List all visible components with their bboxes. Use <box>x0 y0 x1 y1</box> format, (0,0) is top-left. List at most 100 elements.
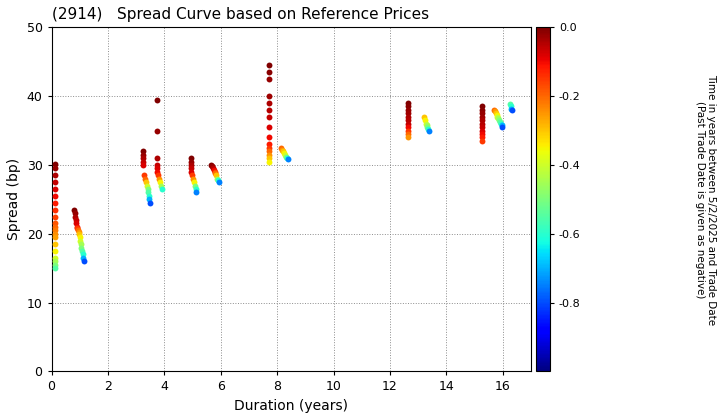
Point <box>495 120 506 127</box>
Point <box>264 62 275 68</box>
Point <box>49 241 60 247</box>
Text: (2914)   Spread Curve based on Reference Prices: (2914) Spread Curve based on Reference P… <box>52 7 428 22</box>
Y-axis label: Time in years between 5/2/2025 and Trade Date
(Past Trade Date is given as negat: Time in years between 5/2/2025 and Trade… <box>695 74 716 325</box>
Point <box>185 168 197 175</box>
Point <box>420 122 432 129</box>
Point <box>49 231 60 237</box>
Point <box>278 148 289 155</box>
Point <box>264 124 275 131</box>
Point <box>77 255 89 261</box>
Point <box>190 186 202 192</box>
Point <box>141 182 153 189</box>
Point <box>419 117 431 123</box>
Point <box>72 225 84 232</box>
Point <box>49 255 60 261</box>
Point <box>144 200 156 206</box>
Point <box>282 156 293 163</box>
Point <box>49 248 60 255</box>
Point <box>151 162 163 168</box>
Point <box>402 103 414 110</box>
Point <box>264 100 275 106</box>
Point <box>69 210 81 216</box>
Point <box>154 179 166 186</box>
Point <box>402 110 414 117</box>
Point <box>279 151 291 158</box>
Point <box>476 120 487 127</box>
Point <box>142 186 153 192</box>
Point <box>77 251 89 258</box>
Point <box>78 258 89 265</box>
Point <box>476 117 487 123</box>
Point <box>151 96 163 103</box>
Point <box>493 117 505 123</box>
Point <box>49 261 60 268</box>
Point <box>276 144 287 151</box>
Point <box>76 248 88 255</box>
Point <box>402 100 414 106</box>
Point <box>49 220 60 227</box>
Point <box>208 167 220 174</box>
Point <box>264 113 275 120</box>
Point <box>49 200 60 206</box>
Point <box>69 213 81 220</box>
Point <box>190 189 202 196</box>
Point <box>264 148 275 155</box>
Point <box>70 217 81 223</box>
Point <box>49 160 60 167</box>
Point <box>151 168 163 175</box>
Point <box>211 176 222 182</box>
Point <box>264 76 275 82</box>
Point <box>402 131 414 137</box>
Point <box>492 113 503 120</box>
Point <box>143 189 154 196</box>
Point <box>156 186 168 192</box>
Point <box>143 196 155 203</box>
Point <box>49 234 60 241</box>
Point <box>279 149 290 156</box>
Point <box>281 155 292 161</box>
Point <box>138 148 149 155</box>
Y-axis label: Spread (bp): Spread (bp) <box>7 158 21 240</box>
Point <box>73 231 85 237</box>
Point <box>490 110 501 117</box>
Point <box>156 182 167 189</box>
Point <box>73 229 84 236</box>
Point <box>213 179 225 186</box>
Point <box>422 124 433 131</box>
Point <box>476 113 487 120</box>
Point <box>49 265 60 272</box>
Point <box>49 258 60 265</box>
Point <box>206 163 217 170</box>
Point <box>138 162 149 168</box>
Point <box>423 127 435 134</box>
Point <box>49 227 60 234</box>
Point <box>264 141 275 148</box>
Point <box>138 155 149 161</box>
Point <box>153 172 164 178</box>
Point <box>402 127 414 134</box>
Point <box>143 193 155 199</box>
Point <box>74 234 86 241</box>
Point <box>76 244 87 251</box>
Point <box>140 176 151 182</box>
Point <box>492 115 504 121</box>
Point <box>185 158 197 165</box>
Point <box>49 223 60 230</box>
Point <box>264 158 275 165</box>
Point <box>49 206 60 213</box>
Point <box>189 182 201 189</box>
Point <box>264 144 275 151</box>
Point <box>494 119 505 126</box>
Point <box>138 151 149 158</box>
Point <box>496 122 508 129</box>
Point <box>402 117 414 123</box>
Point <box>476 124 487 131</box>
Point <box>187 176 199 182</box>
Point <box>138 172 150 178</box>
Point <box>205 162 217 168</box>
Point <box>505 105 517 112</box>
Point <box>476 134 487 141</box>
Point <box>476 103 487 110</box>
Point <box>402 134 414 141</box>
Point <box>207 165 219 172</box>
